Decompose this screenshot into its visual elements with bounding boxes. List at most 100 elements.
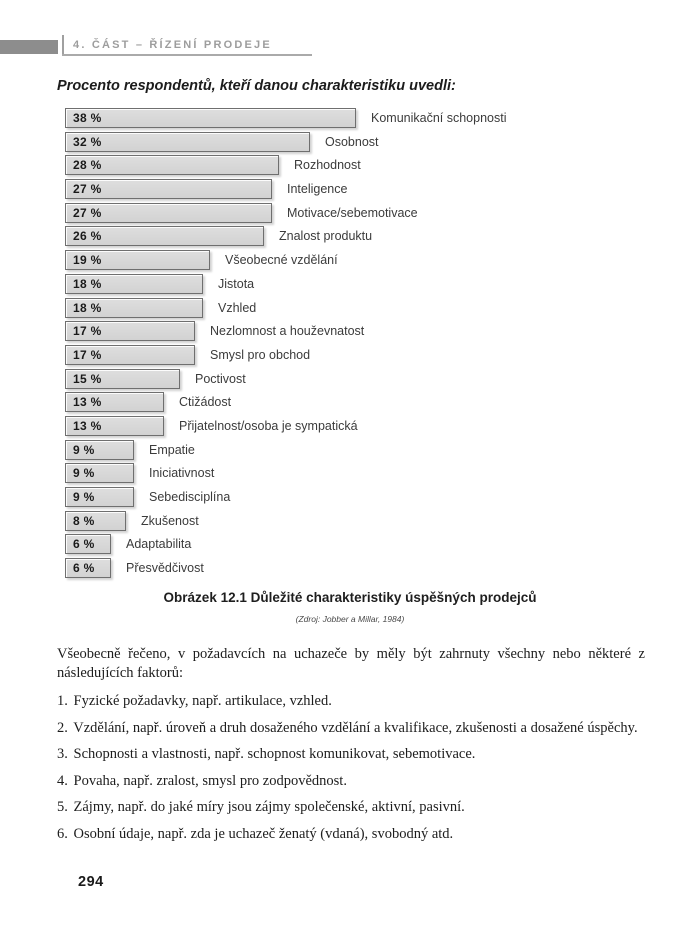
bar: 18 % bbox=[65, 297, 203, 318]
chart-row: 27 % Inteligence bbox=[65, 179, 665, 200]
chart-row: 19 % Všeobecné vzdělání bbox=[65, 250, 665, 271]
bar-category-label: Znalost produktu bbox=[279, 229, 373, 244]
figure-caption: Obrázek 12.1 Důležité charakteristiky ús… bbox=[163, 590, 537, 605]
bar: 13 % bbox=[65, 415, 164, 436]
bar: 38 % bbox=[65, 108, 356, 128]
bar: 9 % bbox=[65, 463, 134, 484]
page-number: 294 bbox=[78, 874, 104, 890]
chart-row: 9 % Sebedisciplína bbox=[65, 487, 665, 507]
bar-category-label: Inteligence bbox=[287, 182, 348, 197]
bar: 6 % bbox=[65, 558, 111, 579]
chart-row: 17 % Smysl pro obchod bbox=[65, 344, 665, 365]
bar-category-label: Přijatelnost/osoba je sympatická bbox=[179, 418, 358, 433]
header-accent-block bbox=[0, 40, 58, 54]
bar-category-label: Adaptabilita bbox=[126, 537, 192, 552]
chart-row: 15 % Poctivost bbox=[65, 368, 665, 389]
bar-category-label: Smysl pro obchod bbox=[210, 347, 311, 362]
list-item: 1. Fyzické požadavky, např. artikulace, … bbox=[57, 693, 332, 709]
bar-value-label: 19 % bbox=[73, 253, 102, 268]
bar-value-label: 27 % bbox=[73, 205, 102, 220]
bar-value-label: 26 % bbox=[73, 229, 102, 244]
chart-row: 17 % Nezlomnost a houževnatost bbox=[65, 321, 665, 342]
chart-row: 27 % Motivace/sebemotivace bbox=[65, 202, 665, 223]
list-item-number: 1. bbox=[57, 693, 68, 709]
bar: 26 % bbox=[65, 226, 264, 247]
bar-value-label: 18 % bbox=[73, 276, 102, 291]
body-text: Všeobecně řečeno, v požadavcích na uchaz… bbox=[57, 645, 645, 843]
bar-category-label: Empatie bbox=[149, 442, 195, 457]
bar: 27 % bbox=[65, 179, 272, 200]
list-item-number: 2. bbox=[57, 719, 68, 736]
bar-value-label: 38 % bbox=[73, 111, 102, 125]
chart-row: 9 % Empatie bbox=[65, 439, 665, 460]
bar-value-label: 17 % bbox=[73, 324, 102, 339]
bar: 9 % bbox=[65, 487, 134, 507]
bar-category-label: Komunikační schopnosti bbox=[371, 111, 507, 125]
chart-row: 38 % Komunikační schopnosti bbox=[65, 108, 665, 128]
chart-row: 8 % Zkušenost bbox=[65, 510, 665, 531]
list-item-number: 3. bbox=[57, 746, 68, 762]
intro-paragraph: Všeobecně řečeno, v požadavcích na uchaz… bbox=[57, 646, 645, 681]
bar-value-label: 9 % bbox=[73, 442, 95, 457]
list-item: 4. Povaha, např. zralost, smysl pro zodp… bbox=[57, 772, 347, 789]
list-item: 5. Zájmy, např. do jaké míry jsou zájmy … bbox=[57, 799, 465, 815]
bar: 15 % bbox=[65, 368, 180, 389]
bar-value-label: 17 % bbox=[73, 347, 102, 362]
chart-row: 6 % Přesvědčivost bbox=[65, 558, 665, 579]
bar-value-label: 9 % bbox=[73, 490, 95, 504]
bar: 8 % bbox=[65, 510, 126, 531]
list-item: 3. Schopnosti a vlastnosti, např. schopn… bbox=[57, 746, 476, 762]
bar: 6 % bbox=[65, 534, 111, 555]
bar-category-label: Všeobecné vzdělání bbox=[225, 253, 338, 268]
bar: 32 % bbox=[65, 131, 310, 152]
numbered-list: 1. Fyzické požadavky, např. artikulace, … bbox=[57, 692, 645, 843]
list-item-number: 6. bbox=[57, 825, 68, 842]
figure-source: (Zdroj: Jobber a Millar, 1984) bbox=[295, 614, 405, 624]
list-item: 6. Osobní údaje, např. zda je uchazeč že… bbox=[57, 825, 454, 842]
bar-category-label: Vzhled bbox=[218, 300, 257, 315]
header-rule bbox=[62, 54, 312, 56]
chart-row: 32 % Osobnost bbox=[65, 131, 665, 152]
bar-value-label: 6 % bbox=[73, 561, 95, 576]
bar-value-label: 6 % bbox=[73, 537, 95, 552]
bar: 9 % bbox=[65, 439, 134, 460]
bar-category-label: Poctivost bbox=[195, 371, 246, 386]
bar: 17 % bbox=[65, 321, 195, 342]
bar-category-label: Motivace/sebemotivace bbox=[287, 205, 418, 220]
chart-row: 18 % Jistota bbox=[65, 273, 665, 294]
chart-row: 28 % Rozhodnost bbox=[65, 155, 665, 176]
bar-chart: 38 % Komunikační schopnosti 32 % Osobnost 28… bbox=[65, 108, 665, 582]
chart-row: 13 % Přijatelnost/osoba je sympatická bbox=[65, 415, 665, 436]
list-item-number: 4. bbox=[57, 772, 68, 789]
bar: 18 % bbox=[65, 273, 203, 294]
bar: 19 % bbox=[65, 250, 210, 271]
bar-category-label: Iniciativnost bbox=[149, 466, 215, 481]
bar-value-label: 9 % bbox=[73, 466, 95, 481]
bar-value-label: 13 % bbox=[73, 395, 102, 410]
list-item-number: 5. bbox=[57, 799, 68, 815]
bar-value-label: 27 % bbox=[73, 182, 102, 197]
chart-row: 18 % Vzhled bbox=[65, 297, 665, 318]
bar-category-label: Osobnost bbox=[325, 134, 379, 149]
list-item: 2. Vzdělání, např. úroveň a druh dosažen… bbox=[57, 719, 638, 736]
bar-value-label: 18 % bbox=[73, 300, 102, 315]
bar-value-label: 13 % bbox=[73, 418, 102, 433]
bar-value-label: 15 % bbox=[73, 371, 102, 386]
bar: 17 % bbox=[65, 344, 195, 365]
chart-title: Procento respondentů, kteří danou charak… bbox=[57, 78, 456, 94]
bar: 27 % bbox=[65, 202, 272, 223]
bar-value-label: 8 % bbox=[73, 513, 95, 528]
bar: 28 % bbox=[65, 155, 279, 176]
bar-value-label: 28 % bbox=[73, 158, 102, 173]
bar-category-label: Ctižádost bbox=[179, 395, 232, 410]
chart-row: 6 % Adaptabilita bbox=[65, 534, 665, 555]
chart-row: 13 % Ctižádost bbox=[65, 392, 665, 413]
header-divider-line bbox=[62, 35, 64, 56]
bar-value-label: 32 % bbox=[73, 134, 102, 149]
bar-category-label: Jistota bbox=[218, 276, 255, 291]
bar-category-label: Rozhodnost bbox=[294, 158, 361, 173]
section-title: 4. ČÁST – ŘÍZENÍ PRODEJE bbox=[73, 39, 272, 51]
bar: 13 % bbox=[65, 392, 164, 413]
chart-row: 26 % Znalost produktu bbox=[65, 226, 665, 247]
bar-category-label: Sebedisciplína bbox=[149, 490, 231, 504]
